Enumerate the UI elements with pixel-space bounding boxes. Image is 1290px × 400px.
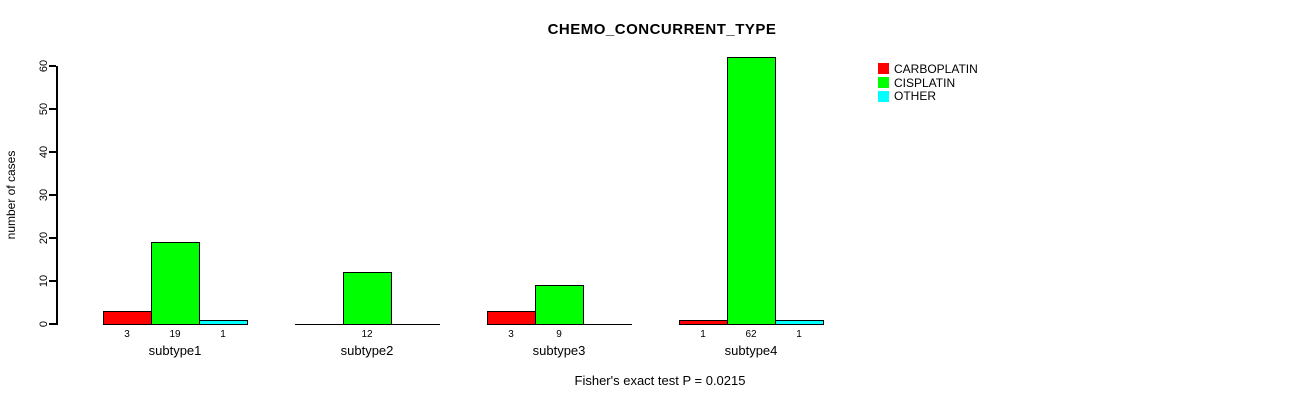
bar-value-label: 62 — [745, 329, 757, 340]
y-axis-title: number of cases — [4, 150, 18, 240]
bar-value-label: 3 — [508, 329, 514, 340]
y-axis-tick — [49, 323, 56, 325]
bar-value-label: 3 — [124, 329, 130, 340]
y-axis-tick — [49, 194, 56, 196]
y-axis-tick — [49, 65, 56, 67]
bar-value-label: 9 — [556, 329, 562, 340]
y-axis-tick — [49, 237, 56, 239]
bar-cisplatin-subtype2 — [343, 272, 392, 325]
y-axis-tick-label: 30 — [38, 188, 50, 202]
y-axis-tick-label: 50 — [38, 102, 50, 116]
y-axis-tick — [49, 280, 56, 282]
statistical-test-caption: Fisher's exact test P = 0.0215 — [574, 373, 746, 388]
category-label: subtype4 — [724, 343, 778, 358]
legend-item: CISPLATIN — [878, 76, 978, 90]
bar-value-label: 19 — [169, 329, 181, 340]
legend-item: CARBOPLATIN — [878, 62, 978, 76]
legend-item: OTHER — [878, 89, 978, 103]
bar-carboplatin-subtype3 — [487, 311, 536, 325]
legend-label: OTHER — [894, 89, 936, 104]
chart-title: CHEMO_CONCURRENT_TYPE — [547, 21, 777, 38]
y-axis-tick-label: 10 — [38, 274, 50, 288]
legend-label: CARBOPLATIN — [894, 61, 978, 76]
bar-cisplatin-subtype4 — [727, 57, 776, 325]
legend-label: CISPLATIN — [894, 75, 956, 90]
bar-carboplatin-subtype1 — [103, 311, 152, 325]
y-axis-tick-label: 60 — [38, 59, 50, 73]
legend-swatch-icon — [878, 63, 889, 75]
bar-other-subtype1 — [199, 320, 248, 325]
y-axis-tick-label: 20 — [38, 231, 50, 245]
bar-carboplatin-subtype4 — [679, 320, 728, 325]
bar-cisplatin-subtype1 — [151, 242, 200, 325]
category-label: subtype2 — [340, 343, 394, 358]
bar-value-label: 1 — [796, 329, 802, 340]
bar-value-label: 1 — [220, 329, 226, 340]
y-axis-tick-label: 40 — [38, 145, 50, 159]
y-axis-tick-label: 0 — [38, 320, 50, 328]
bar-value-label: 1 — [700, 329, 706, 340]
bar-value-label: 12 — [361, 329, 373, 340]
y-axis-tick — [49, 108, 56, 110]
legend-swatch-icon — [878, 77, 889, 89]
y-axis-line — [56, 66, 58, 325]
category-label: subtype3 — [532, 343, 586, 358]
legend-swatch-icon — [878, 90, 889, 102]
y-axis-tick — [49, 151, 56, 153]
bar-cisplatin-subtype3 — [535, 285, 584, 325]
legend: CARBOPLATIN CISPLATIN OTHER — [878, 62, 978, 103]
bar-other-subtype4 — [775, 320, 824, 325]
category-label: subtype1 — [148, 343, 202, 358]
